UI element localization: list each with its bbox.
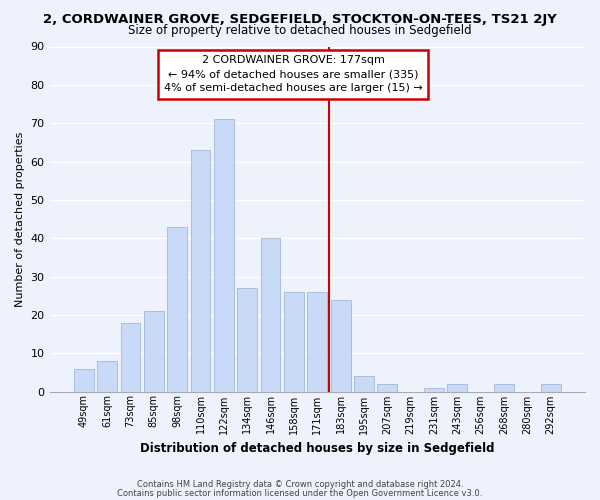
Bar bbox=[494, 384, 514, 392]
Bar bbox=[354, 376, 374, 392]
Bar bbox=[307, 292, 327, 392]
Bar bbox=[260, 238, 280, 392]
Bar bbox=[448, 384, 467, 392]
Text: 2, CORDWAINER GROVE, SEDGEFIELD, STOCKTON-ON-TEES, TS21 2JY: 2, CORDWAINER GROVE, SEDGEFIELD, STOCKTO… bbox=[43, 12, 557, 26]
Text: Contains public sector information licensed under the Open Government Licence v3: Contains public sector information licen… bbox=[118, 488, 482, 498]
Bar bbox=[284, 292, 304, 392]
Bar bbox=[214, 120, 234, 392]
Bar bbox=[191, 150, 211, 392]
Bar bbox=[377, 384, 397, 392]
Bar bbox=[97, 361, 117, 392]
Bar bbox=[121, 322, 140, 392]
Bar bbox=[541, 384, 560, 392]
X-axis label: Distribution of detached houses by size in Sedgefield: Distribution of detached houses by size … bbox=[140, 442, 494, 455]
Text: 2 CORDWAINER GROVE: 177sqm
← 94% of detached houses are smaller (335)
4% of semi: 2 CORDWAINER GROVE: 177sqm ← 94% of deta… bbox=[164, 55, 422, 93]
Bar bbox=[424, 388, 444, 392]
Text: Size of property relative to detached houses in Sedgefield: Size of property relative to detached ho… bbox=[128, 24, 472, 37]
Y-axis label: Number of detached properties: Number of detached properties bbox=[15, 132, 25, 306]
Bar bbox=[331, 300, 350, 392]
Bar bbox=[238, 288, 257, 392]
Bar bbox=[144, 311, 164, 392]
Bar bbox=[74, 368, 94, 392]
Bar bbox=[167, 226, 187, 392]
Text: Contains HM Land Registry data © Crown copyright and database right 2024.: Contains HM Land Registry data © Crown c… bbox=[137, 480, 463, 489]
